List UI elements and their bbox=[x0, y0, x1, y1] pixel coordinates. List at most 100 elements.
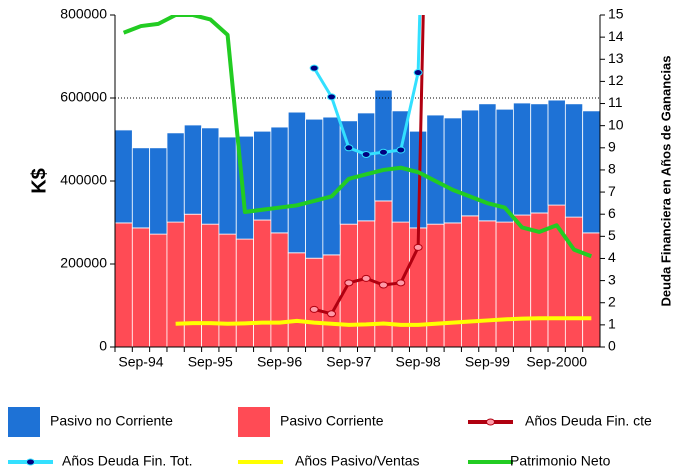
bar bbox=[287, 252, 306, 348]
legend-label: Años Deuda Fin. Tot. bbox=[62, 453, 192, 469]
marker bbox=[413, 69, 423, 77]
bar bbox=[114, 222, 133, 348]
legend-swatch bbox=[238, 407, 270, 437]
marker bbox=[327, 93, 337, 101]
bar bbox=[547, 99, 566, 206]
y-tick-label: 200000 bbox=[60, 255, 107, 271]
legend-label: Pasivo Corriente bbox=[280, 413, 384, 429]
x-tick-label: Sep-97 bbox=[326, 354, 371, 370]
y2-tick-label: 6 bbox=[608, 205, 616, 221]
bar bbox=[426, 114, 445, 225]
y2-tick-label: 8 bbox=[608, 161, 616, 177]
y2-tick-label: 9 bbox=[608, 139, 616, 155]
legend-label: Patrimonio Neto bbox=[510, 453, 611, 469]
marker bbox=[309, 64, 319, 72]
bar bbox=[305, 118, 324, 259]
x-tick-label: Sep-95 bbox=[188, 354, 233, 370]
y-tick-label: 0 bbox=[99, 338, 107, 354]
bar bbox=[201, 223, 220, 348]
y2-tick-label: 4 bbox=[608, 249, 616, 265]
bar bbox=[357, 112, 376, 222]
bar bbox=[374, 89, 393, 202]
y2-tick-label: 13 bbox=[608, 50, 624, 66]
y2-tick-label: 7 bbox=[608, 183, 616, 199]
marker bbox=[361, 274, 371, 282]
bar bbox=[149, 147, 168, 235]
marker bbox=[327, 310, 337, 318]
bar bbox=[131, 227, 151, 348]
y-tick-label: 600000 bbox=[60, 89, 107, 105]
bar bbox=[322, 116, 341, 256]
marker bbox=[361, 150, 371, 158]
bar bbox=[582, 110, 601, 234]
marker bbox=[344, 144, 354, 152]
y-tick-label: 800000 bbox=[60, 6, 107, 22]
line bbox=[312, 15, 422, 156]
y2-tick-label: 5 bbox=[608, 227, 616, 243]
bar bbox=[443, 222, 462, 348]
bar bbox=[495, 221, 514, 348]
y2-tick-label: 10 bbox=[608, 116, 624, 132]
y-tick-label: 400000 bbox=[60, 172, 107, 188]
marker bbox=[396, 146, 406, 154]
y2-tick-label: 11 bbox=[608, 94, 623, 110]
bar bbox=[235, 238, 254, 348]
x-tick-label: Sep-2000 bbox=[526, 354, 587, 370]
marker bbox=[344, 279, 354, 287]
bar bbox=[253, 219, 272, 348]
line bbox=[313, 15, 425, 316]
x-tick-label: Sep-94 bbox=[118, 354, 163, 370]
x-tick-label: Sep-98 bbox=[396, 354, 441, 370]
legend-label: Años Deuda Fin. cte bbox=[525, 413, 652, 429]
bar bbox=[183, 213, 203, 348]
y2-tick-label: 15 bbox=[608, 6, 624, 22]
bar bbox=[218, 233, 237, 348]
legend-marker bbox=[486, 418, 495, 426]
bar bbox=[512, 214, 532, 348]
y-axis-label: K$ bbox=[28, 168, 50, 194]
bar bbox=[564, 103, 584, 218]
x-tick-label: Sep-99 bbox=[465, 354, 510, 370]
legend-label: Años Pasivo/Ventas bbox=[295, 453, 420, 469]
y2-tick-label: 2 bbox=[608, 293, 616, 309]
bar bbox=[166, 221, 185, 348]
x-tick-label: Sep-96 bbox=[257, 354, 302, 370]
bar bbox=[253, 130, 272, 221]
y2-tick-label: 14 bbox=[608, 28, 624, 44]
bar bbox=[270, 232, 289, 348]
bar bbox=[512, 102, 532, 216]
bar bbox=[166, 132, 185, 223]
bar bbox=[582, 232, 601, 348]
y2-tick-label: 3 bbox=[608, 271, 616, 287]
bar bbox=[339, 120, 358, 225]
bar bbox=[149, 233, 168, 348]
line bbox=[175, 316, 592, 327]
bar bbox=[357, 220, 376, 348]
marker bbox=[378, 281, 388, 289]
line bbox=[122, 15, 593, 259]
bar bbox=[443, 117, 462, 224]
marker bbox=[413, 243, 423, 251]
y2-tick-label: 0 bbox=[608, 338, 616, 354]
legend-label: Pasivo no Corriente bbox=[50, 413, 173, 429]
bar bbox=[478, 220, 497, 348]
bar bbox=[564, 216, 584, 348]
bar bbox=[114, 129, 133, 224]
bar bbox=[287, 111, 306, 254]
legend-swatch bbox=[8, 407, 40, 437]
bar bbox=[183, 124, 203, 215]
bar bbox=[270, 126, 289, 234]
marker bbox=[378, 148, 388, 156]
bar bbox=[426, 223, 445, 348]
bar bbox=[201, 127, 220, 225]
legend-marker bbox=[26, 458, 35, 466]
y2-tick-label: 12 bbox=[608, 72, 624, 88]
bar bbox=[305, 257, 324, 348]
bar bbox=[218, 136, 237, 235]
marker bbox=[396, 279, 406, 287]
y2-axis-label: Deuda Financiera en Años de Ganancias bbox=[658, 56, 673, 307]
lines bbox=[122, 15, 593, 327]
y2-tick-label: 1 bbox=[608, 316, 616, 332]
bar bbox=[131, 147, 151, 229]
